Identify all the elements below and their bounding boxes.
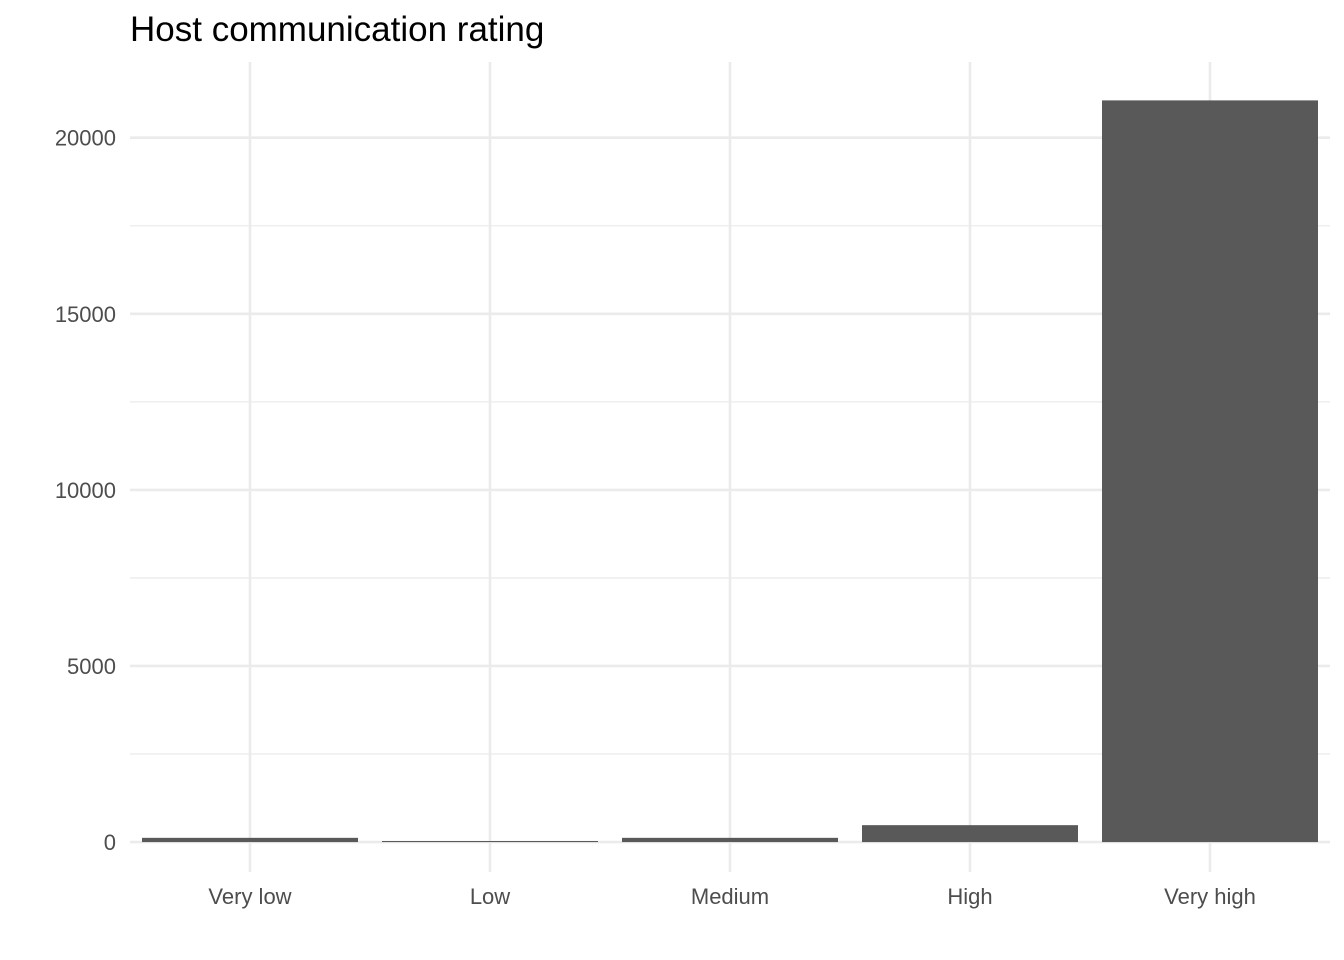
bar-low — [382, 841, 598, 843]
y-tick-label: 15000 — [55, 302, 116, 327]
y-tick-label: 0 — [104, 830, 116, 855]
x-tick-label: High — [947, 884, 992, 909]
bar-very-high — [1102, 100, 1318, 843]
y-axis-tick-labels: 0 5000 10000 15000 20000 — [55, 126, 116, 855]
chart-title: Host communication rating — [130, 10, 544, 49]
x-tick-label: Low — [470, 884, 510, 909]
bar-medium — [622, 837, 838, 843]
x-tick-label: Very high — [1164, 884, 1256, 909]
bars — [142, 100, 1318, 843]
bar-high — [862, 825, 1078, 843]
y-tick-label: 5000 — [67, 654, 116, 679]
x-tick-label: Very low — [208, 884, 291, 909]
x-axis-tick-labels: Very low Low Medium High Very high — [208, 884, 1255, 909]
x-tick-label: Medium — [691, 884, 769, 909]
y-tick-label: 20000 — [55, 126, 116, 151]
y-tick-label: 10000 — [55, 478, 116, 503]
bar-very-low — [142, 837, 358, 843]
